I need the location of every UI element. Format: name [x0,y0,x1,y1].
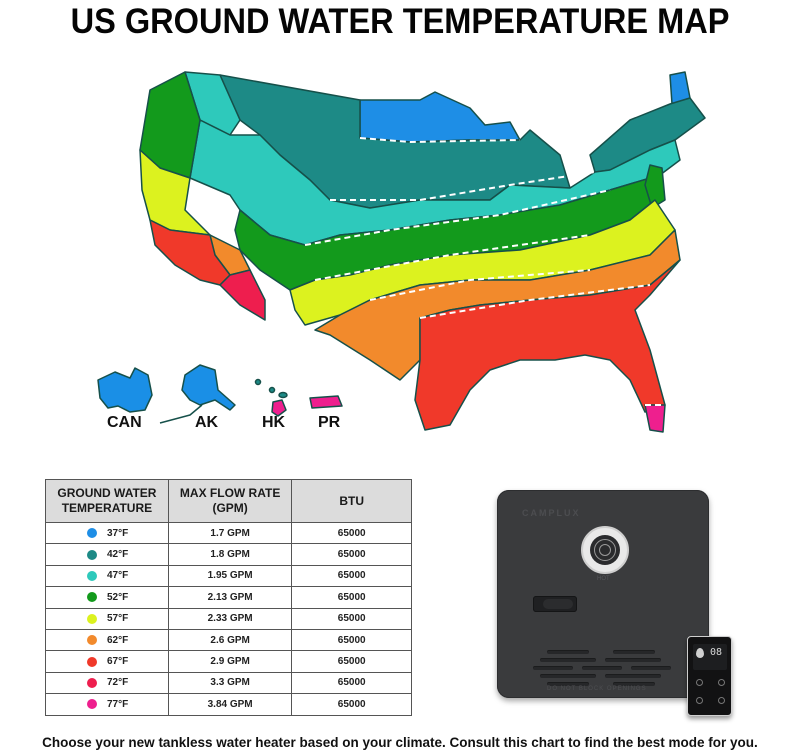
remote-button-icon [696,679,703,686]
header-flow-rate: MAX FLOW RATE (GPM) [167,479,293,523]
vent-slot [613,682,655,686]
vent-slot [605,658,661,662]
color-swatch-icon [87,613,97,624]
vent-slot [540,658,596,662]
page-title: US GROUND WATER TEMPERATURE MAP [70,2,730,41]
flow-rate-cell: 1.7 GPM [167,521,293,545]
btu-cell: 65000 [291,607,412,630]
flow-rate-cell: 2.6 GPM [167,628,293,652]
remote-button-icon [718,697,725,704]
color-swatch-icon [87,570,97,581]
table-row: 52°F 2.13 GPM 65000 [45,586,412,609]
hawaii-shape [271,399,287,417]
btu-cell: 65000 [291,671,412,695]
header-temperature: GROUND WATER TEMPERATURE [45,479,169,523]
vent-slot [533,666,573,670]
flow-rate-cell: 2.33 GPM [167,607,293,630]
table-row: 42°F 1.8 GPM 65000 [45,543,412,566]
label-canada: CAN [107,414,142,431]
remote-display: 08 [710,647,723,658]
btu-cell: 65000 [291,650,412,673]
flow-rate-table: GROUND WATER TEMPERATURE MAX FLOW RATE (… [45,479,412,716]
color-swatch-icon [87,677,97,688]
table-header-row: GROUND WATER TEMPERATURE MAX FLOW RATE (… [45,479,412,523]
vent-icon [581,526,629,574]
flow-rate-cell: 1.95 GPM [167,564,293,588]
btu-cell: 65000 [291,543,412,566]
vent-slot [547,650,589,654]
vent-slot [582,666,622,670]
zone-77f-fl [644,404,666,433]
footer-caption: Choose your new tankless water heater ba… [42,735,758,750]
vent-slot [605,674,661,678]
remote-controller-image: 08 [687,636,732,716]
brand-logo: CAMPLUX [522,508,581,518]
puerto-rico-shape [309,395,343,409]
temperature-cell: 77°F [45,693,169,716]
flow-rate-cell: 2.13 GPM [167,586,293,609]
zone-72f-az [219,269,266,321]
zone-37f [359,91,521,143]
table-row: 57°F 2.33 GPM 65000 [45,607,412,630]
color-swatch-icon [87,528,97,539]
temperature-cell: 72°F [45,671,169,695]
flow-rate-cell: 2.9 GPM [167,650,293,673]
color-swatch-icon [87,656,97,667]
color-swatch-icon [87,635,97,646]
label-puerto-rico: PR [318,414,341,431]
temperature-cell: 67°F [45,650,169,673]
btu-cell: 65000 [291,564,412,588]
tankless-water-heater-image: CAMPLUX HOT DO NOT BLOCK OPENINGS [497,490,709,698]
water-drop-icon [696,648,704,658]
label-alaska: AK [195,414,219,431]
remote-screen: 08 [693,644,727,670]
canada-shape [97,367,153,413]
table-row: 47°F 1.95 GPM 65000 [45,564,412,588]
remote-button-icon [718,679,725,686]
flow-rate-cell: 1.8 GPM [167,543,293,566]
table-row: 62°F 2.6 GPM 65000 [45,628,412,652]
color-swatch-icon [87,699,97,710]
label-hawaii: HK [262,414,286,431]
flow-rate-cell: 3.84 GPM [167,693,293,716]
remote-button-icon [696,697,703,704]
color-swatch-icon [87,592,97,603]
btu-cell: 65000 [291,586,412,609]
table-row: 37°F 1.7 GPM 65000 [45,521,412,545]
header-btu: BTU [291,479,412,523]
vent-slot [547,682,589,686]
temperature-cell: 52°F [45,586,169,609]
vent-slot [613,650,655,654]
color-swatch-icon [87,549,97,560]
btu-cell: 65000 [291,521,412,545]
btu-cell: 65000 [291,693,412,716]
temperature-cell: 62°F [45,628,169,652]
temperature-cell: 37°F [45,521,169,545]
vent-slot [540,674,596,678]
handle-icon [533,596,577,612]
vent-label: HOT [597,576,610,582]
vent-slot [631,666,671,670]
table-row: 67°F 2.9 GPM 65000 [45,650,412,673]
temperature-cell: 42°F [45,543,169,566]
us-temperature-map: CAN AK HK PR [90,60,720,450]
table-row: 77°F 3.84 GPM 65000 [45,693,412,716]
temperature-cell: 47°F [45,564,169,588]
temperature-cell: 57°F [45,607,169,630]
btu-cell: 65000 [291,628,412,652]
flow-rate-cell: 3.3 GPM [167,671,293,695]
warning-text: DO NOT BLOCK OPENINGS [547,686,647,692]
alaska-shape [181,364,236,411]
zone-67f-south [414,259,681,431]
table-row: 72°F 3.3 GPM 65000 [45,671,412,695]
